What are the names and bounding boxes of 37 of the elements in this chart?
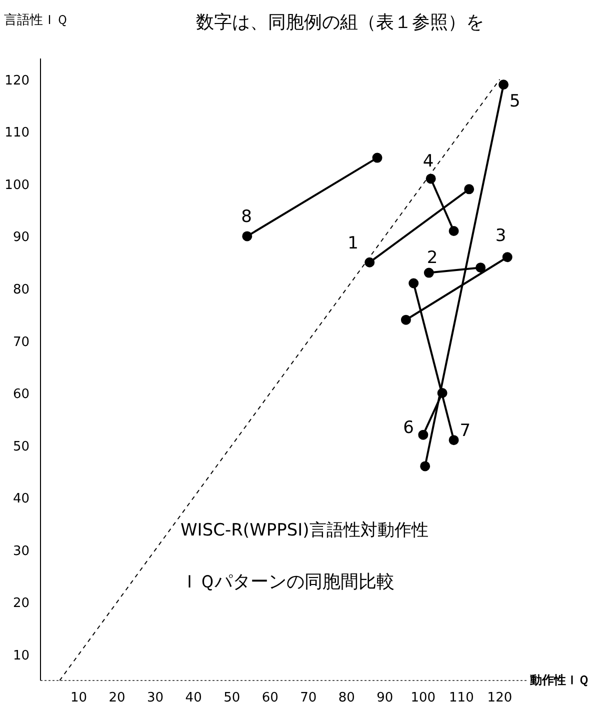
y-tick-label: 100 xyxy=(4,178,30,193)
y-tick-label: 10 xyxy=(12,648,30,664)
y-tick-label: 30 xyxy=(12,544,30,559)
annotation: WISC-R(WPPSI)言語性対動作性 xyxy=(180,520,428,540)
y-tick-label: 120 xyxy=(4,73,30,88)
y-tick-label: 60 xyxy=(12,387,30,402)
y-tick-label: 40 xyxy=(12,492,30,507)
series-label: 4 xyxy=(422,152,434,172)
x-tick-label: 80 xyxy=(338,690,355,706)
x-tick-label: 20 xyxy=(108,690,126,706)
series-label: 5 xyxy=(510,92,520,112)
x-tick-label: 10 xyxy=(70,690,88,706)
x-tick-label: 100 xyxy=(410,690,436,706)
series-label: 3 xyxy=(495,226,506,246)
x-tick-label: 70 xyxy=(300,690,317,706)
series-label: 7 xyxy=(460,421,471,442)
x-tick-label: 60 xyxy=(262,690,278,706)
y-tick-label: 70 xyxy=(12,334,30,350)
series-label: 8 xyxy=(241,207,252,228)
x-tick-label: 90 xyxy=(376,690,394,706)
x-tick-label: 40 xyxy=(185,690,202,706)
x-axis-title: 動作性ＩＱ xyxy=(530,672,589,689)
text: 数字は、同胞例の組（表１参照）を xyxy=(196,11,484,35)
series-label: 6 xyxy=(403,418,414,438)
x-tick-label: 50 xyxy=(224,690,240,706)
y-tick-label: 110 xyxy=(4,126,30,141)
x-tick-label: 120 xyxy=(487,690,512,706)
series-label: 2 xyxy=(426,248,438,268)
x-tick-label: 30 xyxy=(147,690,164,706)
series-label: 1 xyxy=(348,233,358,254)
y-tick-label: 80 xyxy=(12,282,30,298)
y-tick-label: 90 xyxy=(12,230,30,246)
y-axis-title: 言語性ＩＱ xyxy=(4,12,68,30)
y-tick-label: 20 xyxy=(12,596,30,612)
x-tick-label: 110 xyxy=(449,690,474,706)
annotation: ＩＱパターンの同胞間比較 xyxy=(180,572,394,592)
y-tick-label: 50 xyxy=(12,439,30,454)
